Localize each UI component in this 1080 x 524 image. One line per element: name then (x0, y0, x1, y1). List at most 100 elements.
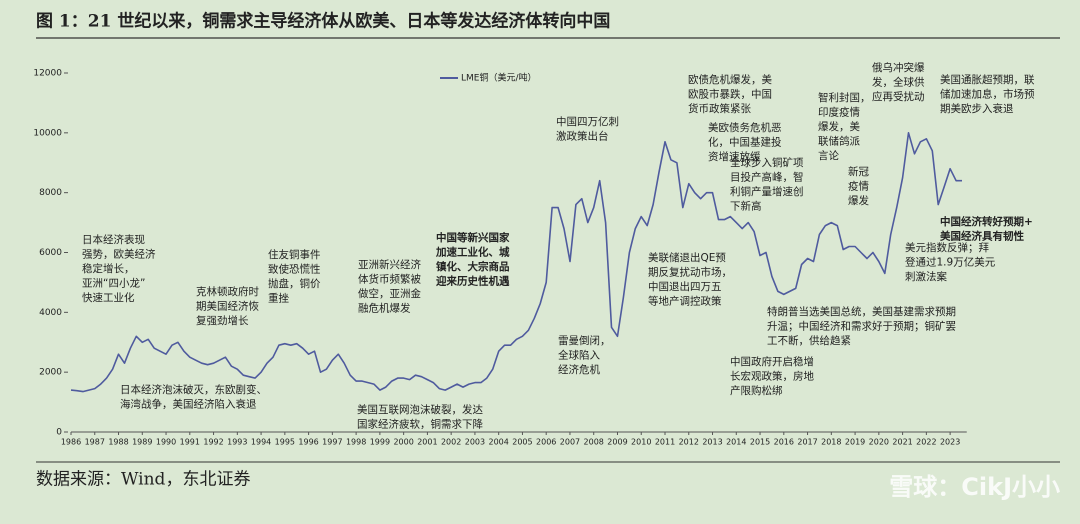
x-tick-label: 2010 (631, 438, 651, 447)
annotation: 克林顿政府时 (196, 285, 259, 298)
annotation: 化，中国基建投 (708, 136, 782, 149)
annotation: 期美欧步入衰退 (940, 102, 1014, 115)
annotation: 联储鸽派 (818, 135, 860, 148)
annotation: 中国政府开启稳增 (730, 355, 814, 368)
x-tick-label: 2009 (607, 438, 627, 447)
annotation: 美欧债务危机恶 (708, 121, 782, 134)
annotation: 美国通胀超预期，联 (940, 73, 1035, 86)
x-tick-label: 2004 (489, 438, 509, 447)
x-tick-label: 1992 (203, 438, 223, 447)
source: 数据来源：Wind，东北证券 (36, 470, 250, 490)
x-tick-label: 1987 (85, 438, 105, 447)
annotation: 国家经济疲软，铜需求下降 (357, 418, 483, 431)
annotation: 经济危机 (558, 363, 600, 376)
x-tick-label: 2021 (892, 438, 912, 447)
x-tick-label: 2015 (750, 438, 770, 447)
annotation: 做空，亚洲金 (358, 287, 421, 300)
x-tick-label: 1996 (298, 438, 318, 447)
annotation: 爆发 (848, 194, 869, 207)
annotation: 重挫 (268, 292, 289, 305)
annotation: 全球步入铜矿项 (730, 156, 804, 169)
annotation: 长宏观政策，房地 (730, 370, 814, 383)
x-tick-label: 2023 (940, 438, 960, 447)
y-tick-label: 0 (56, 428, 62, 438)
annotation: 中国退出四万五 (648, 280, 722, 293)
x-tick-label: 1990 (156, 438, 176, 447)
annotation: 爆发，美 (818, 120, 860, 133)
annotation: 中国四万亿刺 (556, 115, 619, 128)
annotation: 海湾战争，美国经济陷入衰退 (120, 398, 257, 411)
annotation: 工不断，供给趋紧 (767, 334, 851, 347)
annotation: 雷曼倒闭， (558, 334, 611, 347)
chart-title: 图 1：21 世纪以来，铜需求主导经济体从欧美、日本等发达经济体转向中国 (36, 11, 610, 32)
annotation: 期美国经济恢 (196, 300, 259, 313)
x-tick-label: 1995 (275, 438, 295, 447)
x-tick-label: 1999 (370, 438, 390, 447)
annotation: 激政策出台 (556, 130, 609, 143)
annotation: 住友铜事件 (268, 248, 321, 261)
x-tick-label: 2016 (774, 438, 794, 447)
y-tick-label: 10000 (33, 128, 62, 138)
annotation: 稳定增长， (82, 262, 135, 275)
annotation: 迎来历史性机遇 (436, 275, 510, 288)
annotation: 货币政策紧张 (688, 102, 751, 115)
annotation: 美联储退出QE预 (648, 251, 726, 264)
annotation: 强势，欧美经济 (82, 248, 156, 261)
y-tick-label: 12000 (33, 69, 62, 79)
x-tick-label: 2000 (393, 438, 413, 447)
annotation: 智利封国， (818, 91, 871, 104)
x-tick-label: 2011 (655, 438, 675, 447)
x-tick-label: 2008 (584, 438, 604, 447)
annotation: 复强劲增长 (196, 314, 249, 327)
annotation: 美国经济具有韧性 (940, 230, 1024, 243)
x-tick-label: 2020 (869, 438, 889, 447)
x-tick-label: 2014 (726, 438, 746, 447)
watermark: 雪球：CikJ小小 (889, 473, 1060, 501)
annotation: 俄乌冲突爆 (872, 61, 925, 74)
annotation: 欧股市暴跌，中国 (688, 88, 772, 101)
x-tick-label: 1989 (132, 438, 152, 447)
annotation: 中国经济转好预期+ (940, 215, 1033, 228)
x-tick-label: 1986 (61, 438, 81, 447)
x-tick-label: 1991 (180, 438, 200, 447)
y-tick-label: 6000 (39, 248, 62, 258)
annotation: 亚洲“四小龙” (82, 277, 145, 290)
annotation: 中国等新兴国家 (436, 231, 510, 244)
annotation: 产限购松绑 (730, 384, 783, 397)
annotation: 全球陷入 (558, 349, 600, 362)
annotation: 发，全球供 (872, 76, 925, 89)
annotation: 资增速放缓 (708, 150, 761, 163)
annotation: 期反复扰动市场， (648, 266, 732, 279)
y-tick-label: 2000 (39, 368, 62, 378)
x-tick-label: 1997 (322, 438, 342, 447)
annotation: 致使恐慌性 (268, 263, 321, 276)
annotation: 目投产高峰，智 (730, 171, 804, 184)
annotation: 下新高 (730, 200, 762, 213)
annotation: 刺激法案 (905, 270, 947, 283)
y-tick-label: 4000 (39, 308, 62, 318)
annotation: 利铜产量增速创 (730, 185, 804, 198)
annotation: 加速工业化、城 (435, 246, 510, 259)
annotation: 言论 (818, 149, 839, 162)
annotation: 应再受扰动 (872, 90, 925, 103)
annotation: 印度疫情 (818, 106, 860, 119)
x-tick-label: 2006 (536, 438, 556, 447)
price-line (70, 132, 962, 393)
annotation: 储加速加息，市场预 (940, 88, 1035, 101)
x-tick-label: 2001 (417, 438, 437, 447)
x-tick-label: 1998 (346, 438, 366, 447)
annotation: 疫情 (848, 180, 869, 193)
annotation: 日本经济泡沫破灭，东欧剧变、 (120, 383, 267, 396)
x-tick-label: 2005 (512, 438, 532, 447)
annotation: 新冠 (848, 165, 869, 178)
annotation: 日本经济表现 (82, 233, 145, 246)
x-tick-label: 2003 (465, 438, 485, 447)
x-tick-label: 2019 (845, 438, 865, 447)
x-tick-label: 1993 (227, 438, 247, 447)
annotation: 特朗普当选美国总统，美国基建需求预期 (767, 305, 956, 318)
x-tick-label: 2012 (679, 438, 699, 447)
x-tick-label: 2013 (702, 438, 722, 447)
annotation: 等地产调控政策 (648, 295, 722, 308)
